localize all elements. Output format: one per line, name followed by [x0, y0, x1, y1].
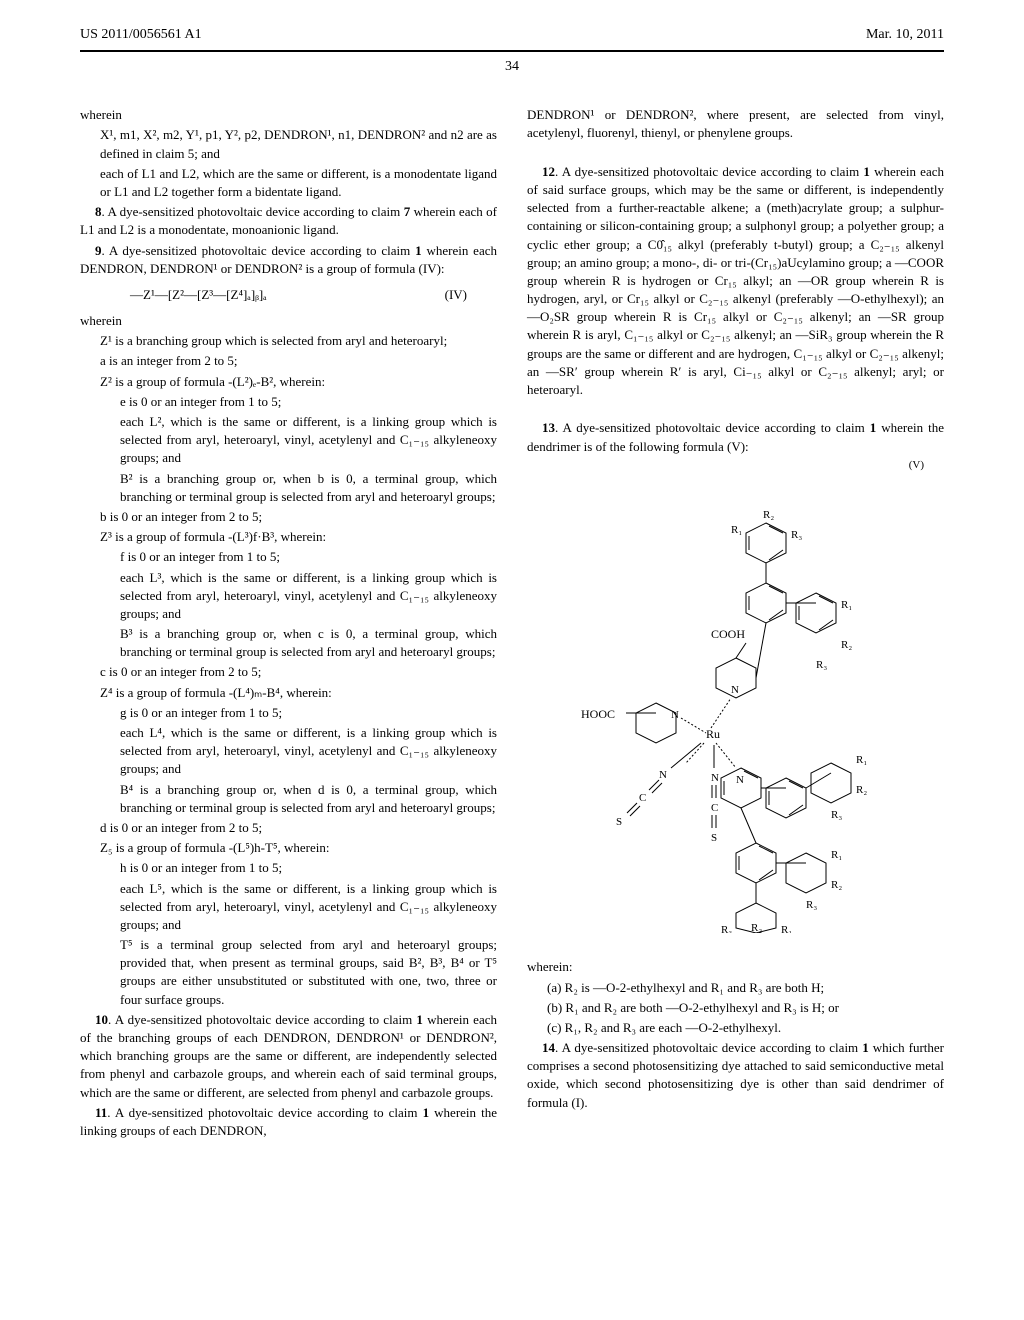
svg-text:R₃: R₃ [831, 809, 842, 821]
z1-def: Z¹ is a branching group which is selecte… [100, 332, 497, 350]
svg-text:R₃: R₃ [816, 659, 827, 671]
g-def: g is 0 or an integer from 1 to 5; [120, 704, 497, 722]
wherein-text: wherein [80, 106, 497, 124]
e-def: e is 0 or an integer from 1 to 5; [120, 393, 497, 411]
svg-text:N: N [736, 774, 744, 786]
b4-def: B⁴ is a branching group or, when d is 0,… [120, 781, 497, 817]
wherein-text-2: wherein [80, 312, 497, 330]
left-column: wherein X¹, m1, X², m2, Y¹, p1, Y², p2, … [80, 106, 497, 1142]
option-c: (c) R₁, R₂ and R₃ are each —O-2-ethylhex… [547, 1019, 944, 1037]
dendron-continuation: DENDRON¹ or DENDRON², where present, are… [527, 106, 944, 142]
b2-def: B² is a branching group or, when b is 0,… [120, 470, 497, 506]
svg-text:R₃: R₃ [721, 924, 732, 933]
l-definition: each of L1 and L2, which are the same or… [100, 165, 497, 201]
claim-12: 12. A dye-sensitized photovoltaic device… [527, 163, 944, 399]
b-def: b is 0 or an integer from 2 to 5; [100, 508, 497, 526]
t5-def: T⁵ is a terminal group selected from ary… [120, 936, 497, 1009]
option-a: (a) R₂ is —O-2-ethylhexyl and R₁ and R₃ … [547, 979, 944, 997]
z3-def: Z³ is a group of formula -(L³)f·B³, wher… [100, 528, 497, 546]
svg-text:S: S [616, 816, 622, 828]
x-definition: X¹, m1, X², m2, Y¹, p1, Y², p2, DENDRON¹… [100, 126, 497, 162]
c-def: c is 0 or an integer from 2 to 5; [100, 663, 497, 681]
svg-text:R₃: R₃ [791, 529, 802, 541]
option-b: (b) R₁ and R₂ are both —O-2-ethylhexyl a… [547, 999, 944, 1017]
svg-text:C: C [711, 802, 718, 814]
claim-9: 9. A dye-sensitized photovoltaic device … [80, 242, 497, 278]
svg-text:R₁: R₁ [781, 924, 792, 933]
svg-text:N: N [731, 684, 739, 696]
svg-text:N: N [711, 772, 719, 784]
formula-v-label: (V) [527, 458, 924, 473]
svg-text:R₂: R₂ [831, 879, 842, 891]
a-def: a is an integer from 2 to 5; [100, 352, 497, 370]
l2-def: each L², which is the same or different,… [120, 413, 497, 468]
svg-text:R₃: R₃ [806, 899, 817, 911]
svg-text:N: N [659, 769, 667, 781]
svg-text:Ru: Ru [706, 727, 720, 741]
h-def: h is 0 or an integer from 1 to 5; [120, 859, 497, 877]
header-rule [80, 50, 944, 52]
svg-text:C: C [639, 792, 646, 804]
svg-text:R₁: R₁ [731, 524, 742, 536]
f-def: f is 0 or an integer from 1 to 5; [120, 548, 497, 566]
wherein-text-3: wherein: [527, 958, 944, 976]
claim-13: 13. A dye-sensitized photovoltaic device… [527, 419, 944, 455]
page-number: 34 [0, 57, 1024, 77]
z2-def: Z² is a group of formula -(L²)ₑ-B², wher… [100, 373, 497, 391]
svg-text:R₂: R₂ [751, 922, 762, 933]
svg-text:N: N [671, 709, 679, 721]
z4-def: Z⁴ is a group of formula -(L⁴)ₘ-B⁴, wher… [100, 684, 497, 702]
svg-text:COOH: COOH [711, 627, 745, 641]
svg-text:HOOC: HOOC [581, 707, 615, 721]
right-column: DENDRON¹ or DENDRON², where present, are… [527, 106, 944, 1142]
l3-def: each L³, which is the same or different,… [120, 569, 497, 624]
claim-11: 11. A dye-sensitized photovoltaic device… [80, 1104, 497, 1140]
claim-8: 8. A dye-sensitized photovoltaic device … [80, 203, 497, 239]
svg-text:R₂: R₂ [856, 784, 867, 796]
l5-def: each L⁵, which is the same or different,… [120, 880, 497, 935]
svg-text:R₁: R₁ [841, 599, 852, 611]
b3-def: B³ is a branching group or, when c is 0,… [120, 625, 497, 661]
z5-def: Z₅ is a group of formula -(L⁵)h-T⁵, wher… [100, 839, 497, 857]
d-def: d is 0 or an integer from 2 to 5; [100, 819, 497, 837]
svg-text:R₁: R₁ [831, 849, 842, 861]
chemical-structure-v: R₂ R₁ R₃ [527, 493, 944, 938]
l4-def: each L⁴, which is the same or different,… [120, 724, 497, 779]
patent-number: US 2011/0056561 A1 [80, 25, 202, 45]
svg-text:R₂: R₂ [763, 509, 774, 521]
formula-iv: —Z¹—[Z²—[Z³—[Z⁴]ₐ]ᵦ]ₐ (IV) [130, 286, 497, 304]
claim-10: 10. A dye-sensitized photovoltaic device… [80, 1011, 497, 1102]
svg-text:R₂: R₂ [841, 639, 852, 651]
claim-14: 14. A dye-sensitized photovoltaic device… [527, 1039, 944, 1112]
svg-text:S: S [711, 832, 717, 844]
svg-text:R₁: R₁ [856, 754, 867, 766]
patent-date: Mar. 10, 2011 [866, 25, 944, 45]
